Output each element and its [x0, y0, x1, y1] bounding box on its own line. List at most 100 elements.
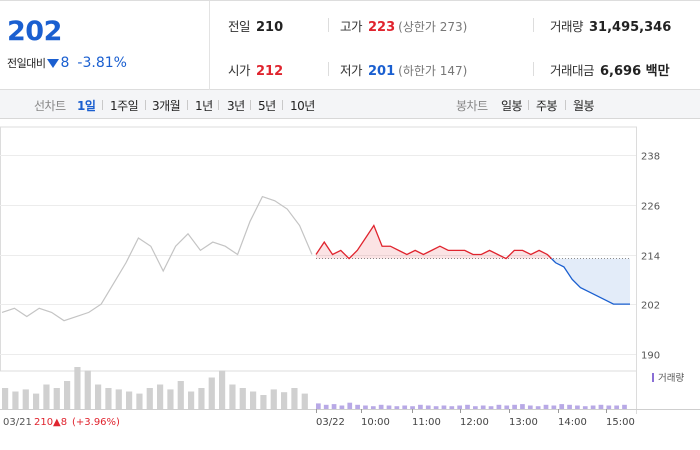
volume-legend: 거래량 — [658, 372, 684, 384]
amount-value: 6,696 백만 — [600, 64, 670, 79]
divider — [328, 62, 329, 76]
y-tick-label: 238 — [641, 152, 660, 163]
period-1y-tab[interactable]: 1년 — [195, 99, 213, 113]
change-label: 전일대비 — [7, 57, 46, 70]
divider — [533, 18, 534, 32]
prev-volume-bar — [12, 391, 19, 409]
today-volume-bar — [590, 405, 596, 409]
today-volume-bar — [433, 406, 439, 409]
open-cell: 시가 212 — [228, 60, 283, 79]
candle-monthly-tab[interactable]: 월봉 — [573, 99, 595, 113]
today-volume-bar — [520, 404, 525, 409]
price-chart: 238 226 214 202 190 03/22 10:00 11:00 12:00 13:0… — [0, 119, 700, 450]
prev-volume-bar — [270, 389, 277, 409]
current-price-panel: 202 전일대비 8 -3.81% — [0, 1, 210, 91]
today-volume-bar — [575, 405, 580, 409]
divider — [328, 18, 329, 32]
candle-daily-tab[interactable]: 일봉 — [501, 99, 523, 113]
today-line-down — [551, 258, 630, 305]
today-volume-bar — [551, 405, 557, 409]
prev-volume-bar — [136, 393, 143, 409]
prev-volume-bar — [167, 389, 174, 409]
prev-volume-bar — [95, 384, 102, 409]
today-volume-bar — [363, 405, 368, 409]
prev-close-label: 전일 — [228, 19, 251, 34]
period-1w-tab[interactable]: 1주일 — [110, 99, 139, 113]
today-volume-bar — [331, 404, 337, 409]
period-5y-tab[interactable]: 5년 — [258, 99, 276, 113]
today-volume-bar — [355, 404, 360, 409]
prev-volume-bar — [208, 377, 215, 409]
prev-day-date: 03/21 — [3, 417, 32, 428]
period-10y-tab[interactable]: 10년 — [290, 99, 315, 113]
period-3m-tab[interactable]: 3개월 — [152, 99, 181, 113]
prev-volume-bar — [43, 384, 50, 409]
divider — [145, 100, 146, 110]
today-volume-bar — [606, 405, 612, 409]
lower-limit: (하한가 147) — [398, 64, 468, 78]
today-volume-bar — [449, 406, 455, 409]
prev-volume-bar — [115, 389, 122, 409]
y-tick-label: 214 — [641, 252, 660, 263]
change-value: 8 — [60, 55, 70, 71]
today-volume-bar — [323, 404, 329, 409]
above-ref-fill — [316, 225, 552, 259]
x-tick-label: 10:00 — [361, 417, 390, 428]
period-1d-tab[interactable]: 1일 — [77, 99, 96, 113]
amount-label: 거래대금 — [550, 63, 595, 78]
prev-volume-bar — [177, 381, 184, 409]
today-volume-bar — [614, 405, 620, 409]
today-volume-bar — [402, 405, 408, 409]
prev-day-line — [1, 195, 313, 322]
prev-volume-bar — [260, 395, 267, 409]
today-volume-bar — [418, 404, 423, 409]
candle-weekly-tab[interactable]: 주봉 — [536, 99, 558, 113]
change-percent: -3.81% — [77, 55, 127, 71]
price-header: 202 전일대비 8 -3.81% 전일 210 고가 223 (상한가 273) 거래량… — [0, 0, 700, 91]
prev-volume-bar — [126, 391, 133, 409]
volume-label: 거래량 — [550, 19, 584, 34]
volume-value: 31,495,346 — [589, 20, 672, 35]
current-price: 202 — [7, 16, 62, 47]
volume-legend-swatch — [652, 373, 654, 382]
x-tick-label: 14:00 — [558, 417, 587, 428]
today-volume-bar — [567, 404, 572, 409]
today-volume-bar — [496, 404, 502, 409]
x-tick-label: 13:00 — [509, 417, 538, 428]
prev-day-close: 210 — [34, 417, 53, 428]
today-volume-bar — [441, 405, 447, 409]
prev-volume-bar — [301, 393, 308, 409]
y-tick-label: 202 — [641, 301, 660, 312]
high-cell: 고가 223 (상한가 273) — [340, 16, 467, 35]
prev-volume-bar — [250, 391, 257, 409]
divider — [565, 100, 566, 110]
today-volume-bar — [386, 405, 392, 409]
divider — [250, 100, 251, 110]
divider — [102, 100, 103, 110]
prev-volume-bar — [33, 393, 40, 409]
today-volume-bar — [465, 404, 470, 409]
amount-cell: 거래대금 6,696 백만 — [550, 60, 670, 79]
today-volume-bar — [457, 405, 463, 409]
fill-areas — [316, 225, 630, 305]
volume-cell: 거래량 31,495,346 — [550, 16, 671, 35]
today-volume-bar — [410, 406, 415, 409]
today-volume-bar — [339, 405, 345, 409]
prev-volume-bar — [281, 392, 288, 409]
x-axis-labels: 03/22 10:00 11:00 12:00 13:00 14:00 15:00 — [316, 409, 635, 428]
today-line-up — [315, 224, 552, 260]
prev-volume-bar — [239, 388, 246, 409]
x-tick-label: 03/22 — [316, 417, 345, 428]
x-tick-label: 12:00 — [460, 417, 489, 428]
today-volume-bar — [480, 405, 486, 409]
prev-volume-bar — [188, 391, 195, 409]
prev-volume-bar — [157, 384, 164, 409]
today-volume-bar — [582, 406, 588, 409]
high-label: 고가 — [340, 19, 363, 34]
divider — [282, 100, 283, 110]
period-3y-tab[interactable]: 3년 — [227, 99, 245, 113]
y-tick-label: 226 — [641, 202, 660, 213]
prev-close-value: 210 — [256, 20, 284, 35]
prev-day-change: ▲8 — [53, 417, 67, 428]
